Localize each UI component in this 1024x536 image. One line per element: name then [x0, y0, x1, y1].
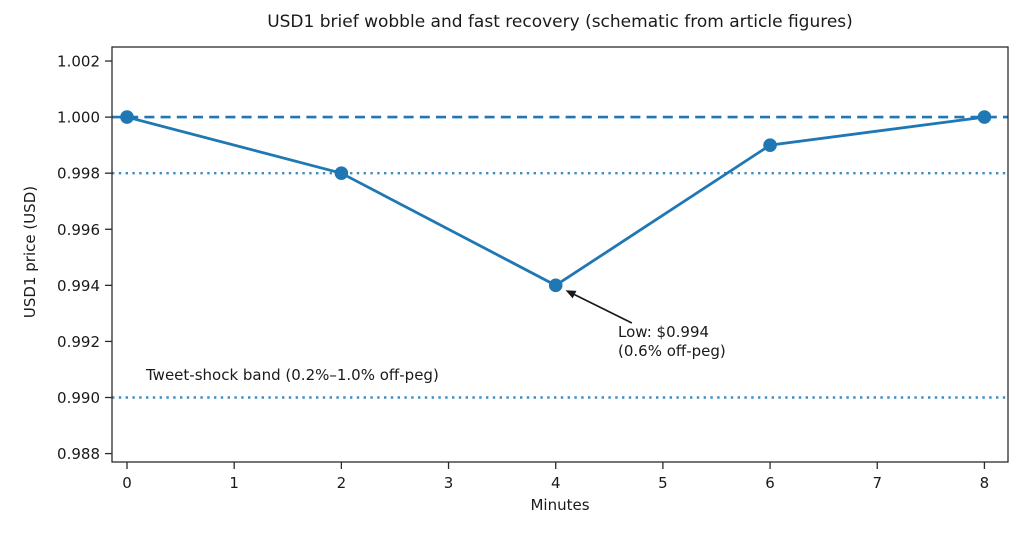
x-axis-label: Minutes — [530, 496, 590, 514]
price-line — [125, 115, 986, 287]
data-point-marker — [120, 110, 134, 124]
data-point-marker — [763, 138, 777, 152]
x-tick-label: 8 — [980, 474, 990, 492]
x-tick-label: 3 — [444, 474, 454, 492]
y-tick-label: 0.994 — [57, 277, 100, 295]
annotation-line-2: (0.6% off-peg) — [618, 342, 726, 360]
x-tick-label: 5 — [658, 474, 668, 492]
data-point-marker — [334, 166, 349, 180]
y-tick-label: 0.990 — [57, 389, 100, 407]
x-tick-label: 7 — [872, 474, 882, 492]
y-tick-label: 1.002 — [57, 53, 100, 71]
band-label: Tweet-shock band (0.2%–1.0% off-peg) — [146, 366, 439, 384]
annotation-arrow-shaft — [574, 293, 633, 324]
x-tick-label: 2 — [337, 474, 347, 492]
data-point-marker — [548, 278, 563, 293]
x-tick-label: 6 — [765, 474, 775, 492]
x-tick-label: 4 — [551, 474, 561, 492]
annotation-line-1: Low: $0.994 — [618, 323, 710, 341]
y-tick-label: 0.988 — [57, 445, 100, 463]
low-annotation: Low: $0.994 (0.6% off-peg) — [618, 323, 726, 361]
x-tick-label: 1 — [229, 474, 239, 492]
y-tick-label: 0.992 — [57, 333, 100, 351]
annotation-arrow-head — [565, 290, 577, 299]
y-tick-label: 1.000 — [57, 109, 100, 127]
data-point-marker — [977, 110, 992, 124]
x-tick-label: 0 — [122, 474, 132, 492]
y-axis-label: USD1 price (USD) — [21, 185, 39, 319]
y-tick-label: 0.996 — [57, 221, 100, 239]
axes-spines — [111, 46, 1009, 463]
chart-title: USD1 brief wobble and fast recovery (sch… — [267, 12, 853, 32]
y-tick-label: 0.998 — [57, 165, 100, 183]
